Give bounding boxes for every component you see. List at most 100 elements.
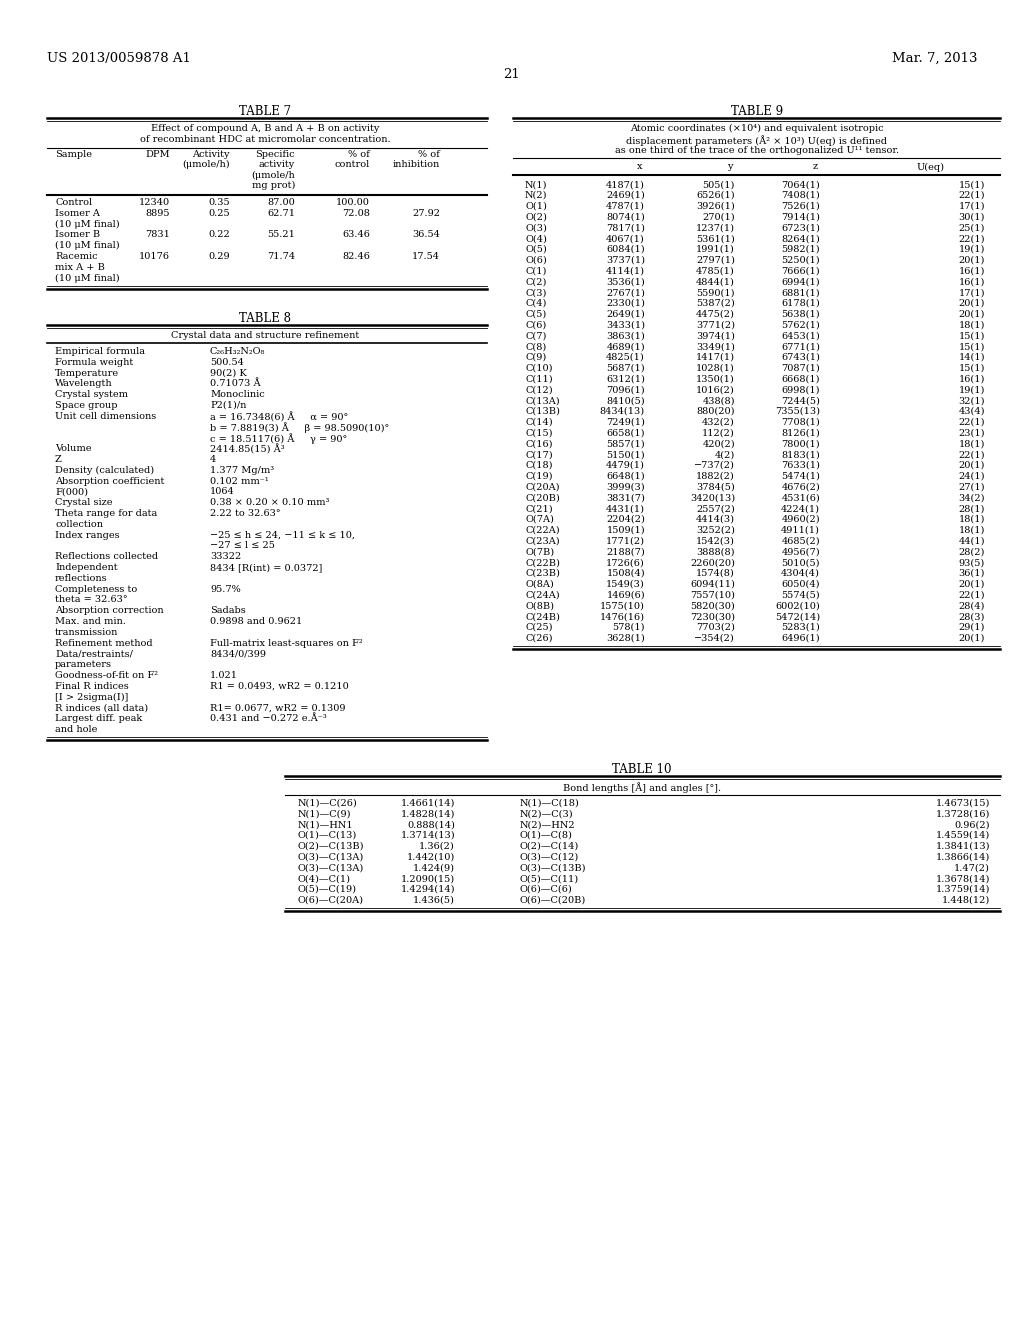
Text: 5638(1): 5638(1)	[781, 310, 820, 319]
Text: 1016(2): 1016(2)	[696, 385, 735, 395]
Text: −27 ≤ l ≤ 25: −27 ≤ l ≤ 25	[210, 541, 274, 550]
Text: 8126(1): 8126(1)	[781, 429, 820, 438]
Text: 17.54: 17.54	[412, 252, 440, 261]
Text: Mar. 7, 2013: Mar. 7, 2013	[892, 51, 977, 65]
Text: 2.22 to 32.63°: 2.22 to 32.63°	[210, 510, 281, 517]
Text: Crystal size: Crystal size	[55, 498, 113, 507]
Text: 8074(1): 8074(1)	[606, 213, 645, 222]
Text: 3974(1): 3974(1)	[696, 331, 735, 341]
Text: 15(1): 15(1)	[958, 342, 985, 351]
Text: C(22A): C(22A)	[525, 525, 560, 535]
Text: C(17): C(17)	[525, 450, 553, 459]
Text: C(23B): C(23B)	[525, 569, 560, 578]
Text: 438(8): 438(8)	[702, 396, 735, 405]
Text: collection: collection	[55, 520, 103, 529]
Text: 4(2): 4(2)	[715, 450, 735, 459]
Text: 4844(1): 4844(1)	[696, 277, 735, 286]
Text: and hole: and hole	[55, 725, 97, 734]
Text: 72.08: 72.08	[342, 209, 370, 218]
Text: TABLE 9: TABLE 9	[731, 106, 783, 117]
Text: 112(2): 112(2)	[702, 429, 735, 438]
Text: Max. and min.: Max. and min.	[55, 616, 126, 626]
Text: Isomer A: Isomer A	[55, 209, 100, 218]
Text: 0.71073 Å: 0.71073 Å	[210, 379, 261, 388]
Text: mix A + B: mix A + B	[55, 263, 104, 272]
Text: 2649(1): 2649(1)	[606, 310, 645, 319]
Text: N(1)—HN1: N(1)—HN1	[298, 820, 353, 829]
Text: Sample: Sample	[55, 149, 92, 158]
Text: theta = 32.63°: theta = 32.63°	[55, 595, 128, 605]
Text: 7800(1): 7800(1)	[781, 440, 820, 449]
Text: C(13A): C(13A)	[525, 396, 560, 405]
Text: 1.424(9): 1.424(9)	[413, 863, 455, 873]
Text: C(14): C(14)	[525, 418, 553, 426]
Text: 578(1): 578(1)	[612, 623, 645, 632]
Text: C(24B): C(24B)	[525, 612, 560, 622]
Text: 34(2): 34(2)	[958, 494, 985, 503]
Text: 7249(1): 7249(1)	[606, 418, 645, 426]
Text: O(7A): O(7A)	[525, 515, 554, 524]
Text: O(3)—C(12): O(3)—C(12)	[520, 853, 580, 862]
Text: 6312(1): 6312(1)	[606, 375, 645, 384]
Text: 0.9898 and 0.9621: 0.9898 and 0.9621	[210, 616, 302, 626]
Text: 1542(3): 1542(3)	[696, 537, 735, 545]
Text: 6496(1): 6496(1)	[781, 634, 820, 643]
Text: 1028(1): 1028(1)	[696, 364, 735, 372]
Text: TABLE 8: TABLE 8	[239, 313, 291, 325]
Text: b = 7.8819(3) Å     β = 98.5090(10)°: b = 7.8819(3) Å β = 98.5090(10)°	[210, 422, 389, 433]
Text: Reflections collected: Reflections collected	[55, 552, 158, 561]
Text: Completeness to: Completeness to	[55, 585, 137, 594]
Text: 6178(1): 6178(1)	[781, 300, 820, 308]
Text: C(9): C(9)	[525, 352, 546, 362]
Text: 3252(2): 3252(2)	[696, 525, 735, 535]
Text: 2204(2): 2204(2)	[606, 515, 645, 524]
Text: 7703(2): 7703(2)	[696, 623, 735, 632]
Text: C(20A): C(20A)	[525, 483, 559, 491]
Text: C(15): C(15)	[525, 429, 553, 438]
Text: 4689(1): 4689(1)	[606, 342, 645, 351]
Text: 2260(20): 2260(20)	[690, 558, 735, 568]
Text: 3863(1): 3863(1)	[606, 331, 645, 341]
Text: 4431(1): 4431(1)	[606, 504, 645, 513]
Text: 6526(1): 6526(1)	[696, 191, 735, 201]
Text: 1.4661(14): 1.4661(14)	[400, 799, 455, 808]
Text: (10 μM final): (10 μM final)	[55, 273, 120, 282]
Text: 1.3841(13): 1.3841(13)	[936, 842, 990, 851]
Text: 1.4828(14): 1.4828(14)	[400, 809, 455, 818]
Text: C(11): C(11)	[525, 375, 553, 384]
Text: 6881(1): 6881(1)	[781, 288, 820, 297]
Text: N(1)—C(26): N(1)—C(26)	[298, 799, 357, 808]
Text: 1549(3): 1549(3)	[606, 579, 645, 589]
Text: 1.3866(14): 1.3866(14)	[936, 853, 990, 862]
Text: 3737(1): 3737(1)	[606, 256, 645, 265]
Text: transmission: transmission	[55, 628, 119, 636]
Text: C(24A): C(24A)	[525, 590, 560, 599]
Text: Refinement method: Refinement method	[55, 639, 153, 648]
Text: 18(1): 18(1)	[958, 525, 985, 535]
Text: 7633(1): 7633(1)	[781, 461, 820, 470]
Text: 28(4): 28(4)	[958, 602, 985, 610]
Text: 1.021: 1.021	[210, 671, 238, 680]
Text: 3628(1): 3628(1)	[606, 634, 645, 643]
Text: 4531(6): 4531(6)	[781, 494, 820, 503]
Text: 4475(2): 4475(2)	[696, 310, 735, 319]
Text: 1771(2): 1771(2)	[606, 537, 645, 545]
Text: 7230(30): 7230(30)	[690, 612, 735, 622]
Text: 90(2) K: 90(2) K	[210, 368, 247, 378]
Text: as one third of the trace of the orthogonalized U¹¹ tensor.: as one third of the trace of the orthogo…	[615, 145, 899, 154]
Text: R1= 0.0677, wR2 = 0.1309: R1= 0.0677, wR2 = 0.1309	[210, 704, 345, 713]
Text: x: x	[637, 162, 643, 172]
Text: 1476(16): 1476(16)	[600, 612, 645, 622]
Text: 55.21: 55.21	[267, 230, 295, 239]
Text: C(1): C(1)	[525, 267, 547, 276]
Text: Racemic: Racemic	[55, 252, 97, 261]
Text: C(13B): C(13B)	[525, 407, 560, 416]
Text: 10176: 10176	[139, 252, 170, 261]
Text: C(23A): C(23A)	[525, 537, 560, 545]
Text: 6658(1): 6658(1)	[606, 429, 645, 438]
Text: Absorption coefficient: Absorption coefficient	[55, 477, 165, 486]
Text: O(5)—C(19): O(5)—C(19)	[298, 884, 357, 894]
Text: O(6): O(6)	[525, 256, 547, 265]
Text: C(4): C(4)	[525, 300, 547, 308]
Text: 0.96(2): 0.96(2)	[954, 820, 990, 829]
